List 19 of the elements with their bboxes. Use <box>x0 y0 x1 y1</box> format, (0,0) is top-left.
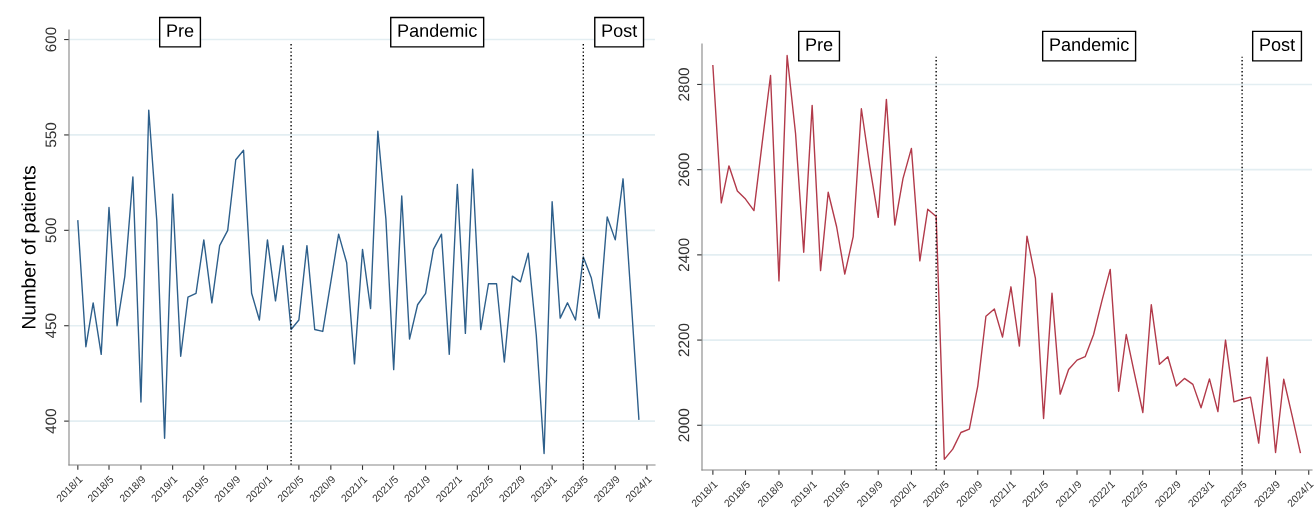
annotation: Post <box>1260 38 1295 51</box>
annotation: Pre <box>806 38 833 51</box>
y-tick-label: 2000 <box>678 408 690 442</box>
y-tick-label: 550 <box>45 122 57 148</box>
y-tick-label: 600 <box>45 27 57 52</box>
annotation: Post <box>602 24 638 38</box>
annotation: Pandemic <box>1050 37 1129 51</box>
y-tick-label: 2800 <box>678 68 690 101</box>
y-tick-label: 2600 <box>678 153 690 186</box>
line-series <box>712 54 1302 461</box>
y-axis-title: Number of patients <box>21 166 40 329</box>
y-tick-label: 500 <box>45 218 57 243</box>
line-series <box>77 109 640 455</box>
y-tick-label: 2400 <box>678 238 690 272</box>
annotation: Pandemic <box>398 23 477 38</box>
y-tick-label: 2200 <box>678 323 690 357</box>
y-tick-label: 450 <box>45 313 57 339</box>
annotation: Pre <box>167 24 194 38</box>
y-tick-label: 400 <box>45 408 57 434</box>
